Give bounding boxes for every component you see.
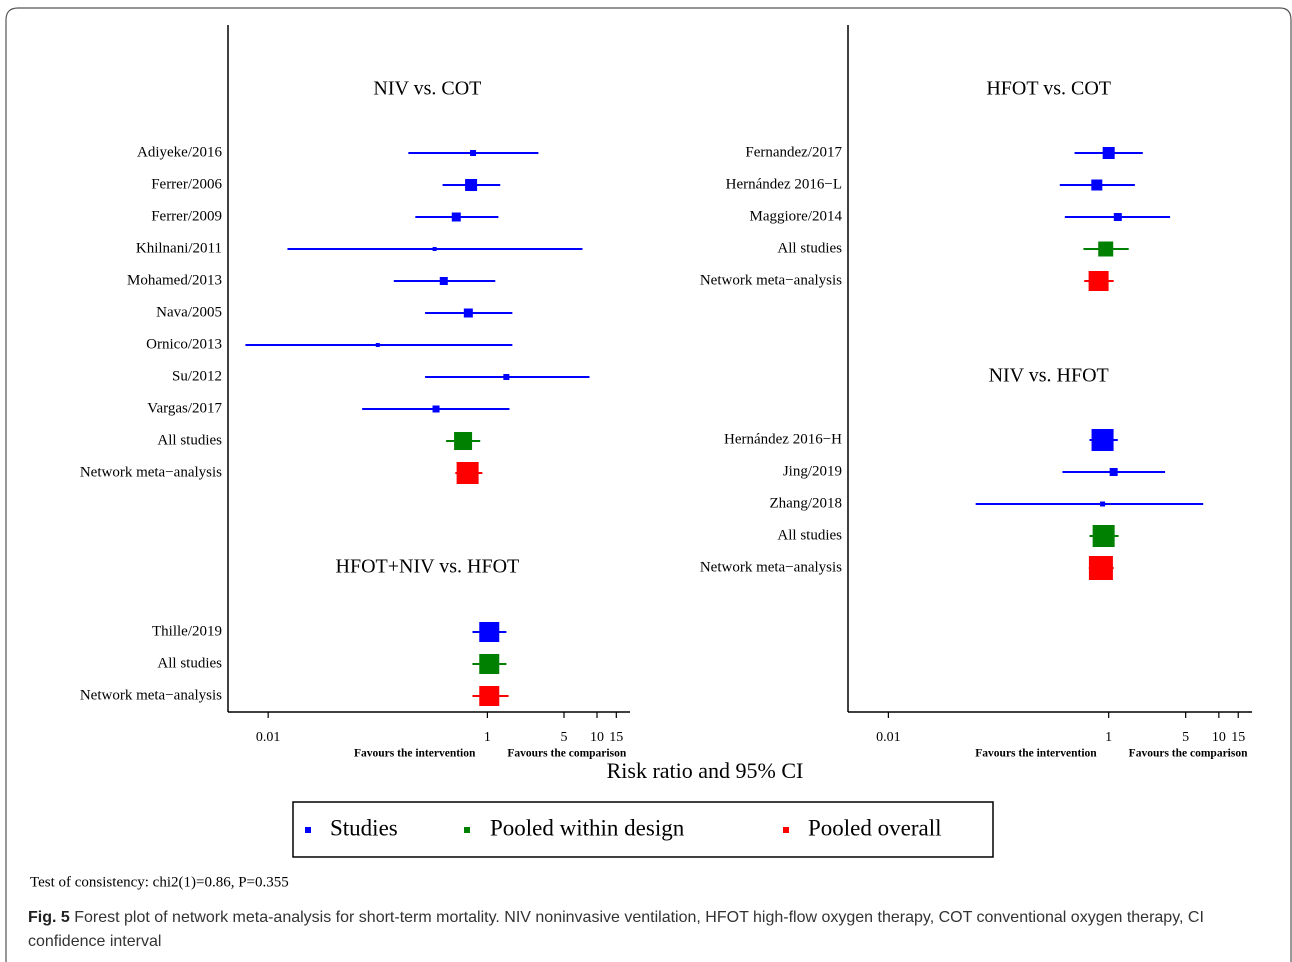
point-estimate — [1113, 213, 1122, 221]
point-estimate — [1088, 556, 1113, 580]
favours-left: Favours the intervention — [354, 748, 476, 760]
point-estimate — [1102, 147, 1115, 159]
point-estimate — [1092, 525, 1115, 547]
point-estimate — [432, 247, 437, 251]
x-tick-label: 15 — [609, 730, 623, 745]
x-tick-label: 0.01 — [256, 730, 281, 745]
legend-swatch — [305, 827, 311, 833]
group-title: NIV vs. HFOT — [989, 365, 1109, 387]
point-estimate — [465, 179, 478, 191]
row-label: Zhang/2018 — [770, 495, 843, 511]
row-label: Network meta−analysis — [80, 687, 222, 703]
x-tick-label: 10 — [590, 730, 604, 745]
point-estimate — [1098, 241, 1114, 257]
point-estimate — [479, 686, 500, 706]
point-estimate — [456, 462, 479, 484]
x-tick-label: 5 — [1182, 730, 1189, 745]
row-label: Network meta−analysis — [700, 272, 842, 288]
caption-label: Fig. 5 — [28, 909, 70, 926]
point-estimate — [1109, 468, 1118, 476]
point-estimate — [1088, 271, 1109, 291]
row-label: Vargas/2017 — [147, 400, 222, 416]
favours-left: Favours the intervention — [975, 748, 1097, 760]
row-label: Mohamed/2013 — [127, 272, 222, 288]
x-tick-label: 1 — [484, 730, 491, 745]
point-estimate — [432, 405, 440, 413]
x-tick-label: 0.01 — [876, 730, 901, 745]
row-label: Hernández 2016−L — [726, 176, 842, 192]
caption-text: Forest plot of network meta-analysis for… — [28, 909, 1204, 950]
row-label: Maggiore/2014 — [750, 208, 843, 224]
row-label: Ferrer/2009 — [151, 208, 222, 224]
row-label: All studies — [777, 527, 842, 543]
row-label: Nava/2005 — [156, 304, 222, 320]
legend-label: Studies — [330, 815, 398, 840]
x-axis-label: Risk ratio and 95% CI — [607, 758, 804, 783]
row-label: All studies — [157, 655, 222, 671]
row-label: Thille/2019 — [152, 623, 222, 639]
point-estimate — [503, 374, 510, 380]
legend-label: Pooled overall — [808, 815, 942, 840]
row-label: Fernandez/2017 — [745, 144, 842, 160]
frame — [5, 7, 1292, 962]
row-label: All studies — [157, 432, 222, 448]
point-estimate — [1091, 179, 1103, 191]
x-tick-label: 5 — [561, 730, 568, 745]
row-label: Network meta−analysis — [80, 464, 222, 480]
point-estimate — [470, 150, 477, 156]
row-label: Adiyeke/2016 — [137, 144, 222, 160]
point-estimate — [439, 277, 448, 285]
row-label: Hernández 2016−H — [724, 431, 842, 447]
x-tick-label: 10 — [1212, 730, 1226, 745]
point-estimate — [479, 654, 500, 674]
row-label: Su/2012 — [172, 368, 222, 384]
row-label: Network meta−analysis — [700, 559, 842, 575]
favours-right: Favours the comparison — [1129, 748, 1248, 760]
legend-box — [292, 801, 994, 858]
row-label: Jing/2019 — [783, 463, 842, 479]
point-estimate — [375, 343, 380, 347]
point-estimate — [463, 308, 473, 318]
group-title: HFOT+NIV vs. HFOT — [336, 556, 520, 578]
group-title: HFOT vs. COT — [986, 78, 1111, 100]
row-label: Khilnani/2011 — [136, 240, 222, 256]
group-title: NIV vs. COT — [373, 78, 481, 100]
point-estimate — [1091, 429, 1114, 451]
favours-right: Favours the comparison — [507, 748, 626, 760]
legend-label: Pooled within design — [490, 815, 685, 840]
x-tick-label: 15 — [1231, 730, 1245, 745]
row-label: All studies — [777, 240, 842, 256]
row-label: Ferrer/2006 — [151, 176, 222, 192]
point-estimate — [479, 622, 500, 642]
caption: Fig. 5 Forest plot of network meta-analy… — [28, 906, 1258, 954]
row-label: Ornico/2013 — [146, 336, 222, 352]
point-estimate — [451, 212, 461, 222]
point-estimate — [1100, 501, 1106, 507]
x-tick-label: 1 — [1105, 730, 1112, 745]
footnote: Test of consistency: chi2(1)=0.86, P=0.3… — [30, 874, 289, 890]
point-estimate — [454, 432, 473, 450]
legend-swatch — [464, 827, 470, 833]
legend-swatch — [783, 827, 789, 833]
